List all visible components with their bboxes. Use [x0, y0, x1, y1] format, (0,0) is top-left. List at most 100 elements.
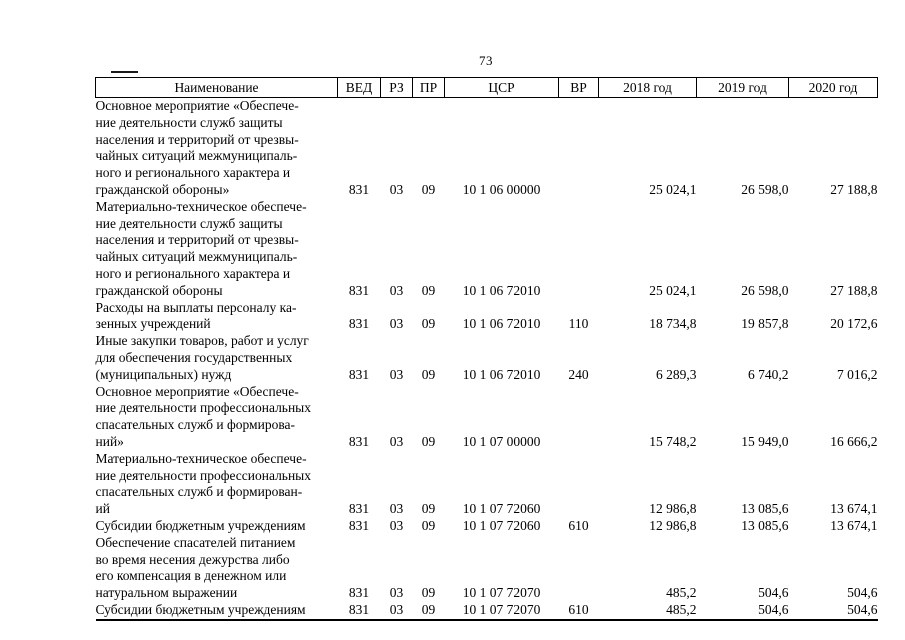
cell-rz: 03: [389, 601, 404, 617]
cell-vr: [559, 384, 599, 451]
cell-pr: 09: [421, 517, 436, 533]
cell-2020: 27 188,8: [830, 282, 878, 298]
cell-pr: 09: [421, 181, 436, 197]
page-number: 73: [479, 53, 493, 68]
cell-vr: 610: [568, 601, 589, 617]
cell-pr: 09: [421, 433, 436, 449]
cell-vr: [559, 451, 599, 518]
table-row: Основное мероприятие «Обеспече- ние деят…: [96, 384, 878, 451]
cell-csr: 10 1 06 72010: [462, 316, 541, 332]
cell-ved: 831: [348, 517, 370, 533]
cell-rz: 03: [389, 433, 404, 449]
cell-pr: 09: [421, 601, 436, 617]
cell-ved: 831: [348, 316, 370, 332]
cell-csr: 10 1 07 72070: [462, 585, 541, 601]
cell-2019: 13 085,6: [741, 501, 789, 517]
cell-vr: [559, 535, 599, 602]
table-row: Расходы на выплаты персоналу ка- зенных …: [96, 300, 878, 334]
cell-2019: 6 740,2: [748, 366, 789, 382]
cell-ved: 831: [348, 501, 370, 517]
cell-rz: 03: [389, 282, 404, 298]
col-header-2020: 2020 год: [788, 77, 878, 98]
col-header-rz: РЗ: [380, 77, 413, 98]
cell-2019: 13 085,6: [741, 517, 789, 533]
cell-csr: 10 1 07 72060: [462, 517, 541, 533]
col-header-csr: ЦСР: [444, 77, 559, 98]
cell-name: Расходы на выплаты персоналу ка- зенных …: [95, 299, 297, 332]
cell-2018: 485,2: [666, 601, 697, 617]
cell-ved: 831: [348, 282, 370, 298]
cell-pr: 09: [421, 282, 436, 298]
cell-2020: 27 188,8: [830, 181, 878, 197]
cell-pr: 09: [421, 316, 436, 332]
cell-2020: 504,6: [847, 585, 878, 601]
cell-2020: 504,6: [847, 601, 878, 617]
cell-2020: 7 016,2: [837, 366, 878, 382]
cell-vr: 240: [568, 366, 589, 382]
cell-name: Субсидии бюджетным учреждениям: [95, 601, 306, 617]
cell-csr: 10 1 06 00000: [462, 181, 541, 197]
table-body: Основное мероприятие «Обеспече- ние деят…: [96, 98, 878, 620]
cell-rz: 03: [389, 501, 404, 517]
cell-2018: 6 289,3: [656, 366, 697, 382]
cell-2020: 13 674,1: [830, 501, 878, 517]
cell-2018: 25 024,1: [649, 282, 697, 298]
cell-name: Материально-техническое обеспече- ние де…: [95, 198, 307, 298]
table-row: Материально-техническое обеспече- ние де…: [96, 199, 878, 300]
cell-2020: 16 666,2: [830, 433, 878, 449]
cell-vr: [559, 98, 599, 199]
table-row: Субсидии бюджетным учреждениям 831 03 09…: [96, 602, 878, 620]
cell-2020: 13 674,1: [830, 517, 878, 533]
table-row: Обеспечение спасателей питанием во время…: [96, 535, 878, 602]
col-header-2018: 2018 год: [598, 77, 697, 98]
cell-rz: 03: [389, 517, 404, 533]
cell-ved: 831: [348, 601, 370, 617]
cell-2019: 504,6: [758, 585, 789, 601]
cell-ved: 831: [348, 433, 370, 449]
budget-table: Наименование ВЕД РЗ ПР ЦСР ВР 2018 год 2…: [95, 77, 878, 621]
table-row: Основное мероприятие «Обеспече- ние деят…: [96, 98, 878, 199]
col-header-2019: 2019 год: [696, 77, 789, 98]
cell-vr: [559, 199, 599, 300]
cell-ved: 831: [348, 366, 370, 382]
cell-2019: 15 949,0: [741, 433, 789, 449]
cell-2019: 19 857,8: [741, 316, 789, 332]
cell-pr: 09: [421, 366, 436, 382]
cell-2018: 12 986,8: [649, 501, 697, 517]
table-row: Материально-техническое обеспече- ние де…: [96, 451, 878, 518]
cell-2019: 26 598,0: [741, 181, 789, 197]
col-header-vr: ВР: [558, 77, 599, 98]
cell-rz: 03: [389, 316, 404, 332]
col-header-name: Наименование: [95, 77, 338, 98]
cell-name: Субсидии бюджетным учреждениям: [95, 517, 306, 533]
table-header-row: Наименование ВЕД РЗ ПР ЦСР ВР 2018 год 2…: [95, 77, 878, 98]
cell-2019: 26 598,0: [741, 282, 789, 298]
scan-artifact-line: [111, 71, 138, 73]
col-header-pr: ПР: [412, 77, 445, 98]
cell-vr: 610: [568, 517, 589, 533]
cell-rz: 03: [389, 366, 404, 382]
cell-rz: 03: [389, 181, 404, 197]
cell-name: Материально-техническое обеспече- ние де…: [95, 450, 312, 517]
cell-csr: 10 1 06 72010: [462, 282, 541, 298]
cell-2020: 20 172,6: [830, 316, 878, 332]
cell-name: Основное мероприятие «Обеспече- ние деят…: [95, 383, 312, 449]
cell-ved: 831: [348, 585, 370, 601]
cell-name: Обеспечение спасателей питанием во время…: [95, 534, 296, 601]
cell-csr: 10 1 07 72070: [462, 601, 541, 617]
cell-2018: 485,2: [666, 585, 697, 601]
table-row: Субсидии бюджетным учреждениям 831 03 09…: [96, 518, 878, 535]
table-row: Иные закупки товаров, работ и услуг для …: [96, 333, 878, 383]
cell-pr: 09: [421, 501, 436, 517]
cell-2018: 25 024,1: [649, 181, 697, 197]
cell-vr: 110: [568, 316, 589, 332]
cell-rz: 03: [389, 585, 404, 601]
col-header-ved: ВЕД: [337, 77, 381, 98]
cell-ved: 831: [348, 181, 370, 197]
cell-2018: 12 986,8: [649, 517, 697, 533]
cell-2018: 18 734,8: [649, 316, 697, 332]
cell-name: Основное мероприятие «Обеспече- ние деят…: [95, 98, 299, 197]
cell-name: Иные закупки товаров, работ и услуг для …: [95, 333, 309, 382]
cell-csr: 10 1 07 00000: [462, 433, 541, 449]
